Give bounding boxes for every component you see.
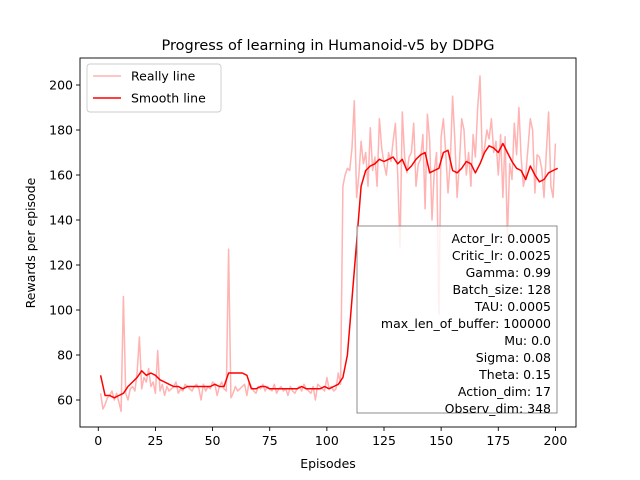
hyperparameter-frame	[356, 225, 558, 414]
info-batch-size: Batch_size: 128	[453, 282, 552, 297]
info-mu: Mu: 0.0	[504, 333, 551, 348]
x-tick-label: 175	[486, 433, 510, 448]
legend-label-smooth-line: Smooth line	[131, 91, 206, 106]
x-tick-label: 125	[372, 433, 396, 448]
info-actor-lr: Actor_lr: 0.0005	[452, 231, 551, 246]
info-tau: TAU: 0.0005	[474, 299, 551, 314]
info-action-dim: Action_dim: 17	[458, 384, 551, 399]
y-tick-label: 180	[49, 123, 73, 138]
y-tick-label: 160	[49, 168, 73, 183]
info-observ-dim: Observ_dim: 348	[445, 401, 551, 416]
y-tick-label: 100	[49, 303, 73, 318]
info-buffer: max_len_of_buffer: 100000	[381, 316, 551, 331]
x-tick-label: 100	[315, 433, 339, 448]
info-gamma: Gamma: 0.99	[466, 265, 551, 280]
legend: Really line Smooth line	[86, 63, 222, 113]
y-tick-label: 140	[49, 213, 73, 228]
y-tick-label: 120	[49, 258, 73, 273]
y-tick-label: 60	[57, 393, 73, 408]
x-tick-label: 25	[147, 433, 163, 448]
x-tick-label: 75	[262, 433, 278, 448]
x-tick-label: 50	[205, 433, 221, 448]
hyperparameter-box: Actor_lr: 0.0005 Critic_lr: 0.0025 Gamma…	[356, 225, 558, 416]
x-tick-label: 0	[94, 433, 102, 448]
series-line-really-line	[99, 75, 557, 413]
x-axis-label: Episodes	[300, 456, 356, 471]
series-layer	[99, 75, 559, 413]
info-theta: Theta: 0.15	[478, 367, 551, 382]
legend-label-really-line: Really line	[131, 69, 196, 84]
series-line-smooth-line	[99, 142, 559, 399]
x-tick-label: 150	[429, 433, 453, 448]
x-tick-label: 200	[543, 433, 567, 448]
y-axis-label: Rewards per episode	[23, 177, 38, 308]
y-tick-label: 80	[57, 348, 73, 363]
y-tick-label: 200	[49, 78, 73, 93]
chart-title: Progress of learning in Humanoid-v5 by D…	[161, 38, 494, 54]
info-critic-lr: Critic_lr: 0.0025	[452, 248, 551, 263]
info-sigma: Sigma: 0.08	[476, 350, 551, 365]
plot-frame	[79, 57, 577, 428]
ticks-layer: 0 25 50 75 100 125 150 175 200 60 80 100 120 140 160 18…	[49, 78, 567, 449]
